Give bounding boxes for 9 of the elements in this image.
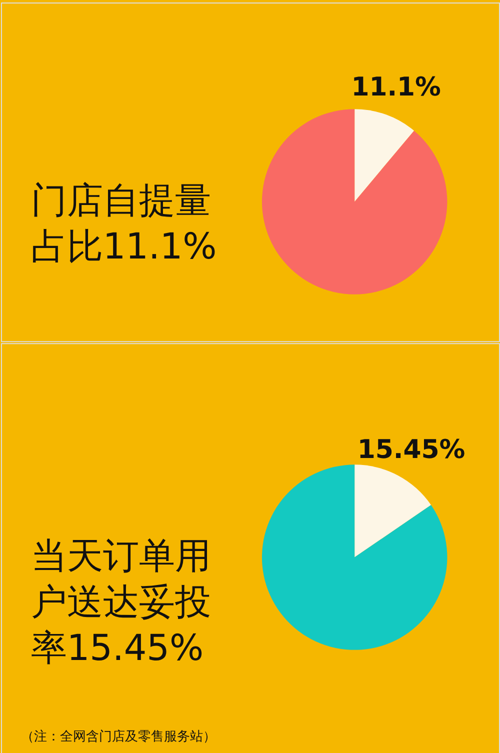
pie-slice: [354, 464, 432, 558]
text: 当天订单用户送达妥投率15.45%: [30, 536, 211, 669]
data-label: 11.1%: [351, 72, 442, 102]
pie-slice: [354, 109, 414, 202]
data-label: 15.45%: [357, 434, 466, 465]
text: 门店自提量占比11.1%: [30, 180, 217, 268]
text: （注：全网含门店及零售服务站）: [20, 728, 216, 745]
pie-slice: [262, 464, 448, 650]
pie-slice: [262, 109, 448, 294]
